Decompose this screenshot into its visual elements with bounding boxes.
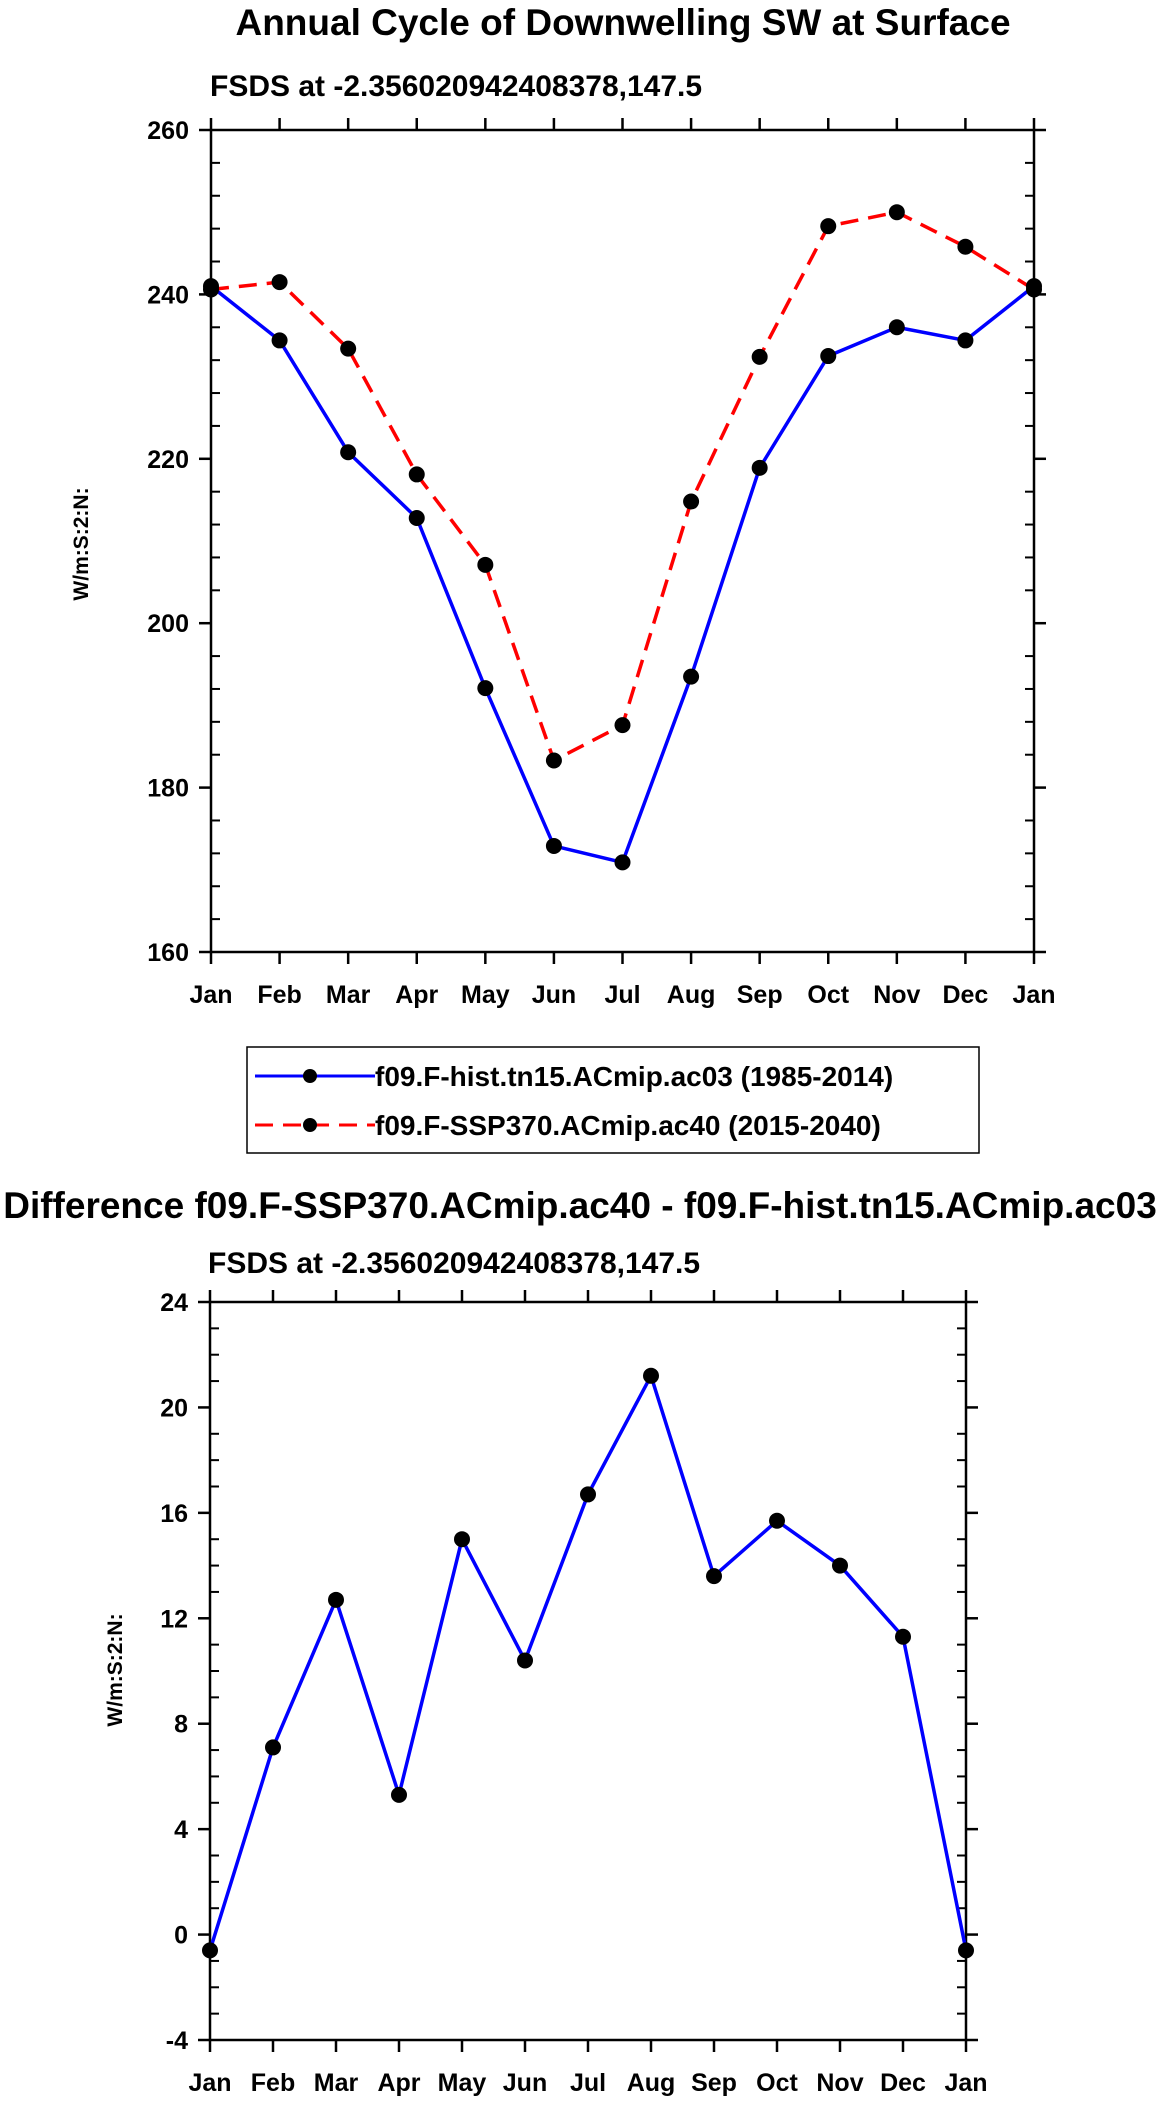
chart1-subtitle: FSDS at -2.356020942408378,147.5 — [210, 70, 702, 103]
chart1-point-series-1 — [683, 668, 700, 685]
chart2-point-series-1 — [958, 1942, 974, 1959]
chart1-y-axis-label: W/m:S:2:N: — [70, 487, 93, 600]
chart2-frame — [208, 1300, 968, 2042]
chart1-point-series-1 — [888, 319, 905, 336]
chart1-x-tick-label: Jul — [604, 981, 640, 1009]
chart2-y-tick-label: 0 — [174, 1922, 188, 1950]
chart2-point-series-1 — [706, 1568, 722, 1585]
chart1-x-tick-label: Sep — [737, 981, 783, 1009]
chart1-x-tick-label: May — [461, 981, 510, 1009]
chart1-y-tick-label: 180 — [147, 775, 189, 803]
chart1-point-series-2 — [614, 717, 631, 734]
chart2-y-tick-label: 8 — [174, 1711, 188, 1739]
chart2-point-series-1 — [454, 1531, 470, 1548]
chart1-point-series-1 — [820, 348, 837, 365]
chart2-title: Difference f09.F-SSP370.ACmip.ac40 - f09… — [3, 1185, 1157, 1226]
chart2-x-tick-label: Aug — [627, 2069, 676, 2097]
chart1-x-tick-label: Jan — [189, 981, 232, 1009]
chart1-point-series-1 — [614, 854, 631, 871]
chart2-point-series-1 — [517, 1652, 533, 1669]
chart1-point-series-2 — [683, 493, 700, 510]
chart1-point-series-2 — [203, 281, 219, 298]
chart2-x-tick-label: Apr — [377, 2069, 420, 2097]
chart1-y-tick-label: 160 — [147, 939, 189, 967]
chart1-y-tick-label: 240 — [147, 281, 189, 309]
chart2-subtitle: FSDS at -2.356020942408378,147.5 — [208, 1247, 700, 1280]
chart1-y-tick-label: 260 — [147, 117, 189, 145]
chart2-x-tick-label: Feb — [251, 2069, 295, 2097]
chart1-point-series-1 — [271, 332, 288, 349]
chart1-title: Annual Cycle of Downwelling SW at Surfac… — [235, 2, 1010, 43]
chart1-frame — [209, 128, 1036, 954]
chart2-x-tick-label: Oct — [756, 2069, 798, 2097]
chart2-x-tick-label: Mar — [314, 2069, 359, 2097]
chart1-x-tick-label: Jan — [1012, 981, 1055, 1009]
chart1-y-tick-label: 200 — [147, 610, 189, 638]
chart1-legend: f09.F-hist.tn15.ACmip.ac03 (1985-2014) f… — [246, 1046, 980, 1154]
chart1-x-tick-label: Oct — [807, 981, 849, 1009]
chart1-series-line-2 — [210, 210, 1035, 763]
chart2-x-tick-label: Jun — [503, 2069, 547, 2097]
chart2-x-tick-label: Nov — [816, 2069, 863, 2097]
legend-label-series-1: f09.F-hist.tn15.ACmip.ac03 (1985-2014) — [375, 1061, 893, 1092]
chart1-point-series-1 — [477, 680, 494, 697]
chart1-point-series-2 — [888, 204, 905, 221]
chart2-point-series-1 — [580, 1486, 596, 1503]
legend-marker-series-1 — [303, 1069, 317, 1083]
chart2-point-series-1 — [391, 1786, 407, 1803]
chart2-point-series-1 — [643, 1367, 659, 1384]
chart2-x-tick-label: Jul — [570, 2069, 606, 2097]
chart2-y-tick-label: 20 — [160, 1394, 188, 1422]
chart2-point-series-1 — [832, 1557, 848, 1574]
chart1-plot-area: Jan Feb Mar Apr May Jun Jul Aug Sep Oct Nov Dec Jan1… — [147, 117, 1055, 1009]
chart2-point-series-1 — [202, 1942, 218, 1959]
legend-box — [246, 1046, 980, 1154]
chart1-point-series-1 — [545, 837, 562, 854]
chart2-point-series-1 — [895, 1628, 911, 1645]
chart2-x-tick-label: Dec — [880, 2069, 926, 2097]
chart1-x-tick-label: Mar — [326, 981, 371, 1009]
chart1-point-series-2 — [545, 752, 562, 769]
chart1-x-tick-label: Aug — [667, 981, 716, 1009]
chart1-x-tick-label: Dec — [942, 981, 988, 1009]
chart1-y-tick-label: 220 — [147, 446, 189, 474]
chart1-x-tick-label: Nov — [873, 981, 920, 1009]
chart1-point-series-2 — [477, 556, 494, 573]
chart2-y-tick-label: 12 — [160, 1605, 188, 1633]
legend-marker-series-2 — [303, 1118, 317, 1132]
chart1-x-tick-label: Apr — [395, 981, 438, 1009]
chart1-point-series-1 — [340, 444, 357, 461]
chart2-x-tick-label: Jan — [944, 2069, 987, 2097]
chart1-series-line-1 — [209, 284, 1036, 865]
chart1-point-series-2 — [271, 274, 288, 291]
chart2-x-tick-label: May — [438, 2069, 487, 2097]
chart1-point-series-2 — [1026, 281, 1042, 298]
chart2-x-tick-label: Jan — [188, 2069, 231, 2097]
chart2-y-axis-label: W/m:S:2:N: — [104, 1613, 127, 1726]
chart1-point-series-2 — [340, 340, 357, 357]
chart1-x-tick-label: Jun — [532, 981, 576, 1009]
chart2-series-line-1 — [208, 1374, 968, 1951]
chart1-point-series-2 — [751, 348, 768, 365]
chart1-point-series-2 — [408, 466, 425, 483]
chart2-y-tick-label: 24 — [160, 1289, 188, 1317]
chart1-point-series-1 — [408, 509, 425, 526]
legend-label-series-2: f09.F-SSP370.ACmip.ac40 (2015-2040) — [375, 1110, 881, 1141]
chart2-point-series-1 — [328, 1591, 344, 1608]
chart2-y-tick-label: -4 — [166, 2027, 188, 2055]
chart2-plot-area: Jan Feb Mar Apr May Jun Jul Aug Sep Oct Nov Dec Jan-… — [160, 1289, 987, 2097]
chart1-point-series-1 — [751, 459, 768, 476]
chart2-y-tick-label: 4 — [174, 1816, 188, 1844]
chart2-y-tick-label: 16 — [160, 1500, 188, 1528]
chart1-x-tick-label: Feb — [257, 981, 301, 1009]
chart2-x-tick-label: Sep — [691, 2069, 737, 2097]
chart1-point-series-1 — [957, 332, 974, 349]
chart1-point-series-2 — [957, 238, 974, 255]
chart2-point-series-1 — [265, 1739, 281, 1756]
chart2-point-series-1 — [769, 1512, 785, 1529]
chart1-point-series-2 — [820, 218, 837, 235]
